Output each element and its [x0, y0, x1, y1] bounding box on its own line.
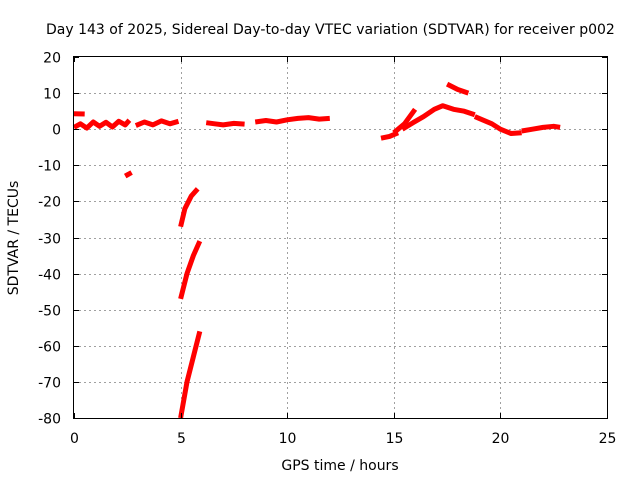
x-tick-label: 10 — [279, 431, 297, 447]
y-axis-label: SDTVAR / TECUs — [6, 181, 22, 296]
y-tick-label: -20 — [38, 195, 61, 211]
series-arc-9 — [254, 115, 330, 125]
x-axis-label: GPS time / hours — [281, 458, 398, 474]
series-arc-6 — [178, 240, 203, 300]
series-group — [72, 81, 561, 419]
y-tick-label: 0 — [52, 123, 61, 139]
x-tick-label: 20 — [492, 431, 510, 447]
series-arc-11 — [392, 107, 418, 135]
y-tick-label: -30 — [38, 232, 61, 248]
series-arc-1 — [72, 118, 132, 131]
x-ticks: 0 5 10 15 20 25 — [70, 57, 616, 447]
series-arc-14 — [473, 114, 522, 136]
series-arc-7 — [178, 330, 203, 419]
y-tick-label: -60 — [38, 340, 61, 356]
series-arc-5 — [178, 187, 200, 228]
series-arc-3 — [123, 170, 133, 179]
y-tick-label: -70 — [38, 376, 61, 392]
y-tick-label: -40 — [38, 268, 61, 284]
chart-title: Day 143 of 2025, Sidereal Day-to-day VTE… — [46, 22, 615, 38]
x-tick-label: 25 — [599, 431, 617, 447]
y-tick-label: 20 — [43, 51, 61, 67]
series-arc-8 — [205, 120, 245, 128]
y-tick-label: -80 — [38, 412, 61, 428]
series-arc-13 — [445, 81, 470, 96]
y-tick-label: -10 — [38, 159, 61, 175]
y-tick-label: 10 — [43, 87, 61, 103]
x-tick-label: 15 — [386, 431, 404, 447]
y-ticks: 20 10 0 -10 -20 -30 -40 -50 -60 -70 -80 — [38, 51, 607, 428]
grid — [74, 57, 607, 418]
series-arc-15 — [521, 123, 561, 134]
series-arc-12 — [401, 103, 476, 132]
y-tick-label: -50 — [38, 304, 61, 320]
x-tick-label: 5 — [177, 431, 186, 447]
series-arc-4 — [134, 118, 180, 128]
plot-frame — [73, 56, 608, 419]
x-tick-label: 0 — [70, 431, 79, 447]
